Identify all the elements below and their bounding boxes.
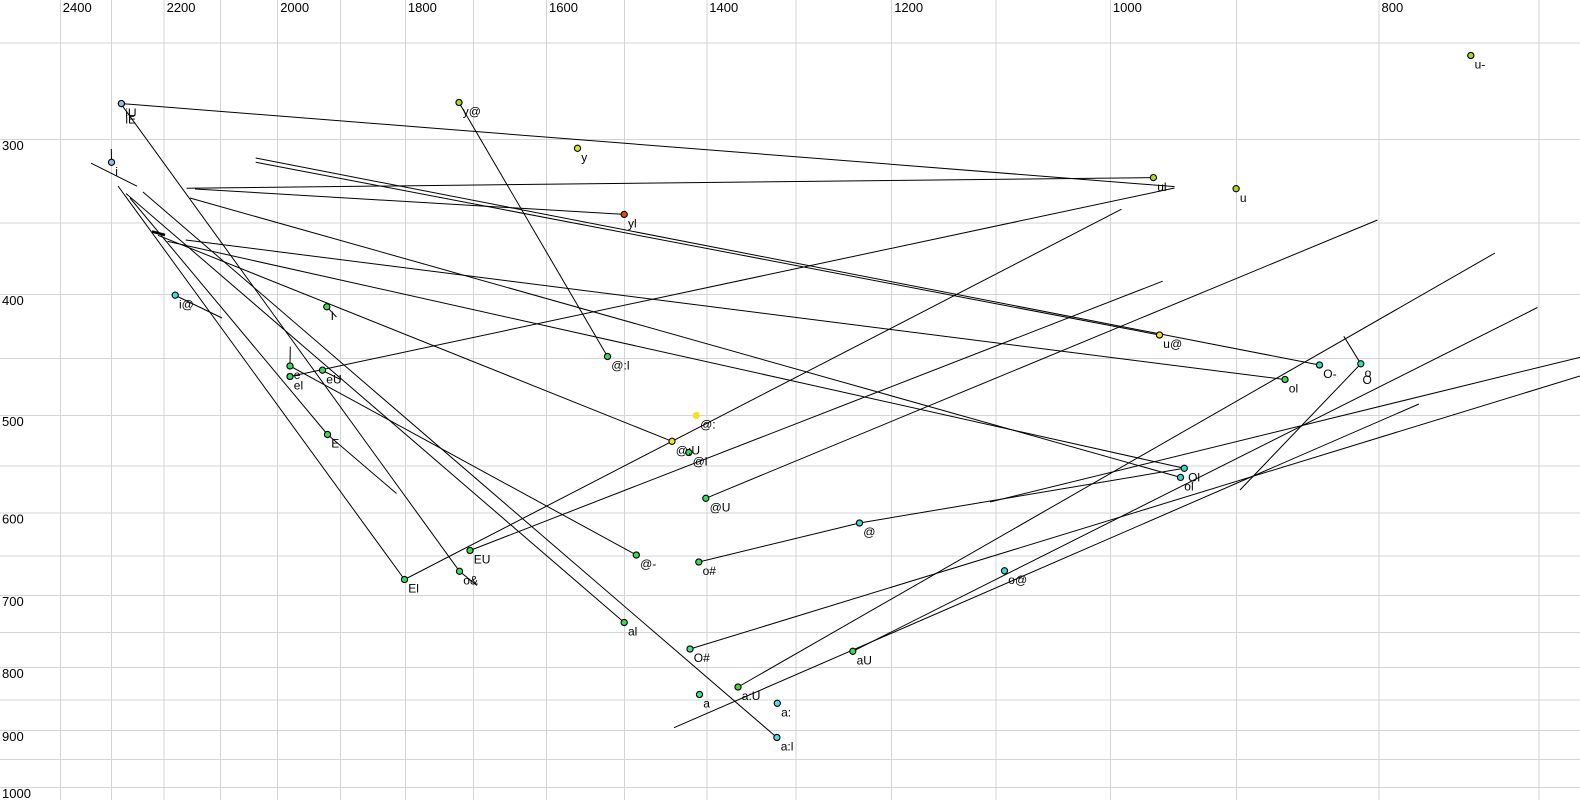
svg-text:@:: @: [700,418,716,432]
svg-text:@: @ [863,525,875,539]
svg-text:900: 900 [2,729,24,744]
svg-text:y: y [581,151,587,165]
svg-text:el: el [294,379,303,393]
svg-text:yl: yl [628,217,637,231]
svg-text:a:: a: [781,706,791,720]
svg-text:al: al [628,625,637,639]
svg-text:400: 400 [2,293,24,308]
svg-text:1400: 1400 [709,0,738,15]
svg-text:ol: ol [1289,382,1298,396]
svg-text:E: E [331,437,339,451]
svg-text:500: 500 [2,414,24,429]
svg-text:800: 800 [2,666,24,681]
svg-text:ol: ol [1184,480,1193,494]
svg-text:ul: ul [1157,180,1166,194]
svg-text:2400: 2400 [63,0,92,15]
svg-text:i: i [115,165,118,179]
svg-text:1000: 1000 [1113,0,1142,15]
svg-text:600: 600 [2,511,24,526]
svg-text:aU: aU [857,654,872,668]
svg-text:a: a [703,697,710,711]
svg-text:eU: eU [326,372,341,386]
svg-text:@U: @U [710,501,731,515]
svg-text:700: 700 [2,594,24,609]
svg-text:o@: o@ [1008,573,1027,587]
svg-text:O: O [1363,373,1372,387]
svg-text:1600: 1600 [549,0,578,15]
svg-text:I: I [331,309,334,323]
svg-text:O-: O- [1323,367,1336,381]
svg-text:@-: @- [640,557,656,571]
svg-text:1800: 1800 [408,0,437,15]
svg-text:u@: u@ [1163,337,1182,351]
svg-text:a:l: a:l [781,740,794,754]
svg-text:@l: @l [693,455,708,469]
svg-text:EU: EU [474,553,491,567]
svg-text:u-: u- [1475,58,1486,72]
svg-text:@:l: @:l [611,359,629,373]
svg-text:iE: iE [125,113,136,127]
svg-text:y@: y@ [463,105,481,119]
svg-text:El: El [408,582,419,596]
svg-text:2000: 2000 [280,0,309,15]
svg-text:u: u [1240,191,1247,205]
svg-text:300: 300 [2,138,24,153]
svg-text:a:U: a:U [742,689,761,703]
svg-text:o&: o& [463,574,478,588]
svg-text:1000: 1000 [2,786,31,800]
svg-text:800: 800 [1382,0,1404,15]
svg-text:2200: 2200 [167,0,196,15]
svg-text:1200: 1200 [894,0,923,15]
svg-text:O#: O# [694,651,710,665]
svg-text:i@: i@ [179,297,194,311]
svg-text:o#: o# [703,564,717,578]
